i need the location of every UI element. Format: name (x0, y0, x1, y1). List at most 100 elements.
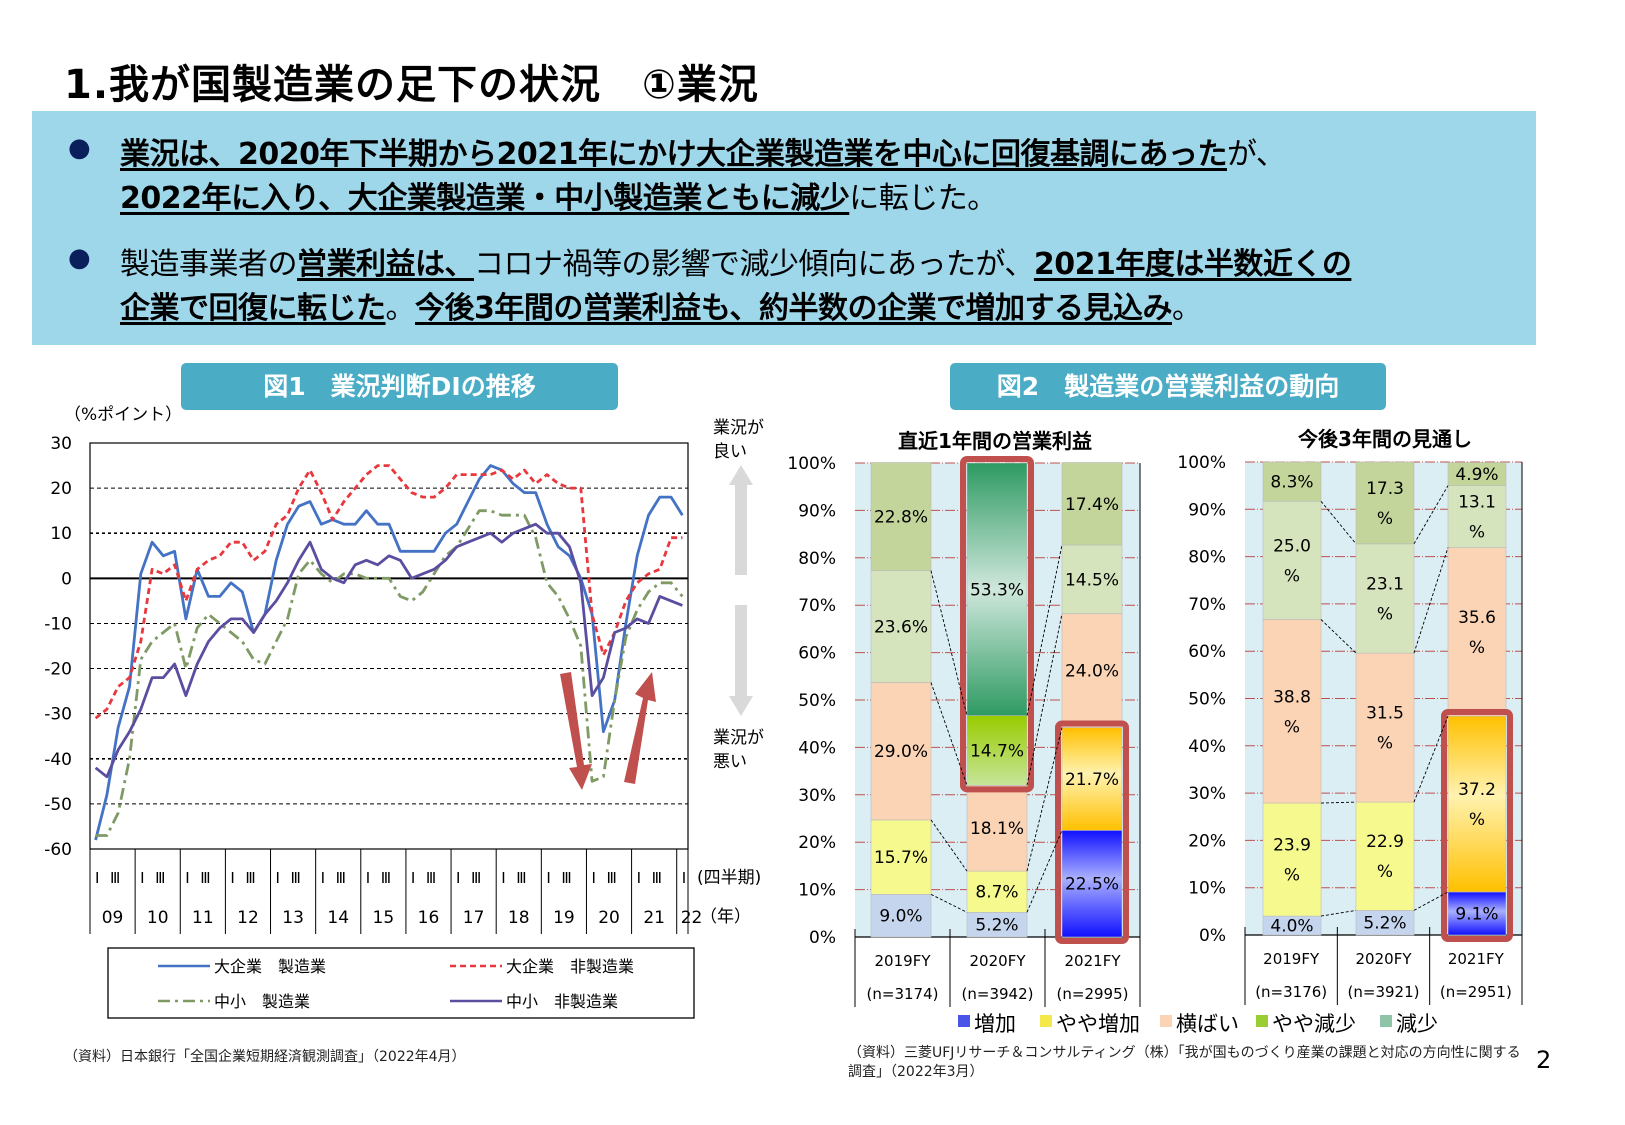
legend-label: 横ばい (1176, 1012, 1239, 1036)
category-label: 2019FY (1263, 950, 1320, 968)
y-tick-label: -20 (44, 660, 72, 680)
bar-segment (1262, 500, 1322, 620)
summary-text: 製造事業者の (120, 247, 298, 282)
data-label: 37.2 (1458, 780, 1496, 800)
quarter-tick-label: Ⅲ (381, 869, 391, 887)
legend-box (107, 947, 695, 1019)
bar-segment (1355, 652, 1415, 803)
data-label: 4.0% (1270, 917, 1313, 937)
quarter-tick-label: Ⅰ (637, 869, 641, 887)
bar-segment (1061, 544, 1123, 615)
year-tick-label: 16 (418, 908, 440, 928)
y-tick-label: 50% (1188, 690, 1226, 710)
down-arrow-icon (560, 672, 592, 790)
n-label: (n=2951) (1440, 983, 1512, 1001)
quarter-tick-label: Ⅲ (245, 869, 255, 887)
y-tick-label: 90% (1188, 500, 1226, 520)
data-label: % (1377, 604, 1393, 624)
summary-line: 2022年に入り、大企業製造業・中小製造業ともに減少に転じた。 (120, 173, 997, 217)
year-tick-label: 09 (102, 908, 124, 928)
data-label: 35.6 (1458, 608, 1496, 628)
year-tick-label: 19 (553, 908, 575, 928)
chart-title: 今後3年間の見通し (1298, 427, 1472, 451)
quarter-tick-label: Ⅰ (230, 869, 234, 887)
data-label: 22.9 (1366, 832, 1404, 852)
data-label: 9.0% (879, 907, 922, 927)
data-label: 23.6% (874, 618, 928, 638)
bar-segment (1447, 547, 1507, 717)
series-line-3 (94, 522, 683, 779)
fig1-heading: 図1 業況判断DIの推移 (181, 363, 618, 410)
category-label: 2021FY (1448, 950, 1505, 968)
connector-line (930, 819, 968, 872)
legend-label: 減少 (1396, 1012, 1438, 1036)
up-arrow-icon (624, 672, 656, 784)
bar-segment (870, 682, 932, 821)
bar-segment (1061, 830, 1123, 938)
n-label: (n=3174) (867, 985, 939, 1003)
bar-segment (1262, 619, 1322, 804)
summary-text: 。 (385, 291, 416, 326)
y-tick-label: 80% (1188, 548, 1226, 568)
year-tick-label: 10 (147, 908, 169, 928)
data-label: 15.7% (874, 848, 928, 868)
y-tick-label: 80% (798, 549, 836, 569)
emphasis-text: 2021年度は半数近くの (1033, 247, 1352, 282)
y-tick-label: -50 (44, 795, 72, 815)
quarter-tick-label: Ⅰ (591, 869, 595, 887)
operating-profit-charts: 0% 10% 20% 30% 40% 50% 60% 70% 80% 90% 100% 直近1年間の営… (787, 427, 1523, 1036)
fig1-source: （資料）日本銀行「全国企業短期経済観測調査」（2022年4月） (64, 1049, 466, 1065)
data-label: % (1377, 862, 1393, 882)
data-label: 13.1 (1458, 493, 1496, 513)
year-tick-label: 22 (681, 908, 703, 928)
y-tick-label: 60% (798, 644, 836, 664)
data-label: 4.9% (1455, 465, 1498, 485)
bar-segment (1355, 801, 1415, 911)
emphasis-text: 業況は、2020年下半期から2021年にかけ大企業製造業を中心に回復基調にあった (120, 137, 1228, 172)
y-tick-label: 20 (50, 479, 72, 499)
bar-segment (1355, 461, 1415, 545)
bar-segment (1262, 802, 1322, 917)
series-line-2 (95, 509, 684, 837)
y-tick-label: 20% (798, 833, 836, 853)
connector-line (1320, 500, 1357, 545)
fig2-source-1: （資料）三菱UFJリサーチ＆コンサルティング（株）「我が国ものづくり産業の課題と… (848, 1045, 1521, 1061)
quarter-tick-label: Ⅰ (411, 869, 415, 887)
bar-segment (1061, 462, 1123, 546)
quarter-tick-label: Ⅰ (140, 869, 144, 887)
connector-line (1320, 909, 1357, 917)
bar-segment (966, 912, 1028, 938)
down-arrow-gray-icon (729, 605, 753, 716)
quarter-tick-label: Ⅲ (516, 869, 526, 887)
y-tick-label: 70% (798, 596, 836, 616)
bar-segment (1262, 461, 1322, 502)
n-label: (n=3176) (1255, 983, 1327, 1001)
quarter-tick-label: Ⅲ (110, 869, 120, 887)
connector-line (1413, 547, 1449, 654)
data-label: % (1469, 523, 1485, 543)
quarter-tick-label: Ⅰ (546, 869, 550, 887)
fig2-heading: 図2 製造業の営業利益の動向 (950, 363, 1386, 410)
quarter-tick-label: Ⅰ (682, 869, 686, 887)
summary-line: 業況は、2020年下半期から2021年にかけ大企業製造業を中心に回復基調にあった… (120, 129, 1286, 173)
data-label: 17.4% (1065, 495, 1119, 515)
y-tick-label: -60 (44, 840, 72, 860)
quarter-tick-label: Ⅲ (561, 869, 571, 887)
connector-line (1320, 619, 1357, 654)
chart-title: 直近1年間の営業利益 (898, 429, 1092, 453)
legend-label: やや減少 (1272, 1012, 1356, 1036)
connector-line (1026, 613, 1063, 786)
y-tick-label: 10% (1188, 879, 1226, 899)
y-tick-label: 60% (1188, 642, 1226, 662)
emphasis-text: 今後3年間の営業利益も、約半数の企業で増加する見込み (415, 291, 1172, 326)
y-tick-label: 0% (1199, 926, 1226, 946)
bar-segment (1061, 613, 1123, 728)
data-label: 22.8% (874, 508, 928, 528)
n-label: (n=3942) (962, 985, 1034, 1003)
summary-line: 企業で回復に転じた。今後3年間の営業利益も、約半数の企業で増加する見込み。 (120, 283, 1202, 327)
quarter-tick-label: Ⅲ (606, 869, 616, 887)
data-label: % (1469, 810, 1485, 830)
quarter-tick-label: Ⅲ (652, 869, 662, 887)
summary-text: コロナ禍等の影響で減少傾向にあったが、 (474, 247, 1034, 282)
